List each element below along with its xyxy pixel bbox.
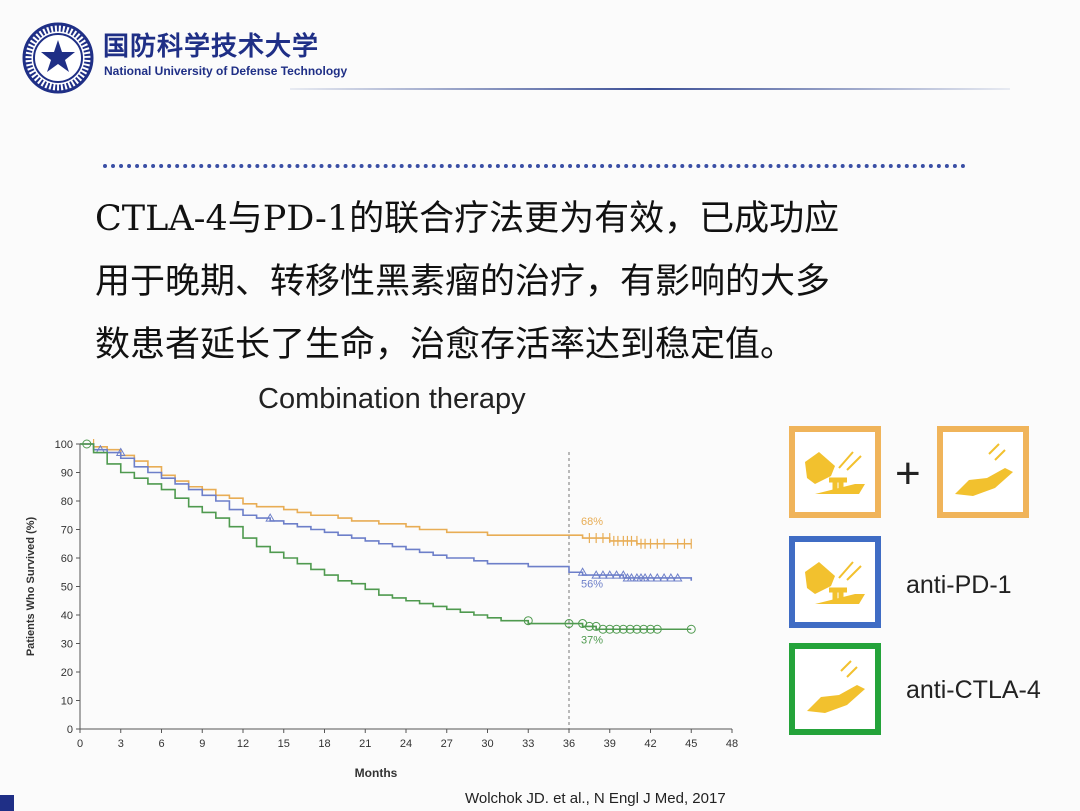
y-tick-label: 80 [61, 496, 73, 508]
x-tick-label: 36 [563, 738, 575, 750]
censor-mark-1 [265, 513, 276, 522]
x-tick-label: 3 [118, 738, 124, 750]
y-tick-label: 20 [61, 667, 73, 679]
censor-mark-2 [639, 624, 649, 634]
body-line-2: 用于晚期、转移性黑素瘤的治疗，有影响的大多 [95, 262, 831, 302]
censor-mark-2 [605, 624, 615, 634]
censor-mark-2 [625, 624, 635, 634]
censor-mark-2 [523, 616, 533, 626]
y-tick-label: 0 [67, 724, 73, 736]
x-tick-label: 27 [441, 738, 453, 750]
survival-label-0: 68% [581, 516, 603, 528]
antibody-ctla4-icon [955, 443, 1013, 496]
censor-mark-2 [612, 624, 622, 634]
x-tick-label: 18 [318, 738, 330, 750]
censor-mark-1 [598, 570, 608, 579]
legend-pd1-label: anti-PD-1 [906, 571, 1012, 599]
y-tick-label: 100 [55, 439, 73, 451]
legend-ctla4-label: anti-CTLA-4 [906, 676, 1041, 704]
body-line-1: CTLA-4与PD-1的联合疗法更为有效，已成功应 [95, 199, 840, 239]
plus-sign: + [895, 449, 921, 498]
university-name-cn: 国防科学技术大学 [103, 32, 320, 62]
survival-label-2: 37% [581, 635, 603, 647]
university-logo [22, 22, 94, 94]
x-tick-label: 48 [726, 738, 738, 750]
y-tick-label: 40 [61, 610, 73, 622]
censor-mark-1 [645, 572, 656, 582]
x-axis-title: Months [355, 766, 398, 780]
citation: Wolchok JD. et al., N Engl J Med, 2017 [465, 790, 726, 807]
header-divider [290, 88, 1010, 90]
censor-mark-1 [618, 570, 629, 579]
y-axis-title: Patients Who Survived (%) [25, 516, 37, 656]
y-tick-label: 70 [61, 525, 73, 537]
censor-mark-2 [686, 624, 696, 634]
x-tick-label: 0 [77, 738, 83, 750]
x-tick-label: 21 [359, 738, 371, 750]
survival-label-1: 56% [581, 578, 603, 590]
censor-mark-2 [584, 621, 594, 631]
censor-mark-2 [646, 624, 655, 634]
antibody-pd1-icon [805, 561, 865, 604]
slide-body-text: CTLA-4与PD-1的联合疗法更为有效，已成功应 用于晚期、转移性黑素瘤的治疗… [95, 188, 1015, 377]
y-tick-label: 50 [61, 582, 73, 594]
censor-mark-1 [115, 447, 126, 457]
body-line-3: 数患者延长了生命，治愈存活率达到稳定值。 [95, 325, 796, 365]
x-tick-label: 15 [278, 738, 290, 750]
censor-mark-2 [82, 439, 92, 449]
x-tick-label: 42 [644, 738, 656, 750]
censor-mark-1 [659, 572, 669, 582]
corner-mark [0, 795, 14, 811]
legend-combination-ctla4-box [937, 426, 1029, 518]
censor-mark-2 [652, 624, 662, 634]
censor-mark-1 [604, 570, 615, 579]
censor-mark-1 [591, 570, 602, 579]
x-tick-label: 33 [522, 738, 534, 750]
survival-curve-0 [80, 443, 692, 545]
survival-curve-2 [80, 443, 692, 631]
censor-mark-1 [666, 572, 676, 582]
censor-mark-2 [598, 624, 608, 634]
antibody-combination-icon [805, 451, 865, 494]
x-tick-label: 39 [604, 738, 616, 750]
antibody-ctla4-icon [807, 660, 865, 713]
dotted-divider [103, 164, 966, 168]
censor-mark-1 [672, 572, 683, 582]
x-tick-label: 45 [685, 738, 697, 750]
censor-mark-2 [632, 624, 642, 634]
y-tick-label: 10 [61, 696, 73, 708]
y-tick-label: 90 [61, 468, 73, 480]
x-tick-label: 9 [199, 738, 205, 750]
x-tick-label: 12 [237, 738, 249, 750]
censor-mark-2 [618, 624, 628, 634]
censor-mark-1 [611, 570, 622, 579]
x-tick-label: 6 [158, 738, 164, 750]
y-tick-label: 30 [61, 639, 73, 651]
censor-mark-1 [577, 567, 588, 576]
censor-mark-1 [640, 572, 650, 582]
legend-ctla4-box [789, 643, 881, 735]
x-tick-label: 30 [481, 738, 493, 750]
censor-mark-1 [652, 572, 663, 582]
legend-pd1-box [789, 536, 881, 628]
survival-curve-1 [80, 443, 693, 581]
y-tick-label: 60 [61, 553, 73, 565]
university-name-en: National University of Defense Technolog… [104, 64, 348, 78]
censor-mark-2 [564, 619, 574, 629]
figure-title: Combination therapy [258, 383, 526, 415]
censor-mark-1 [626, 572, 637, 582]
legend-combination-pd1-box [789, 426, 881, 518]
x-tick-label: 24 [400, 738, 412, 750]
